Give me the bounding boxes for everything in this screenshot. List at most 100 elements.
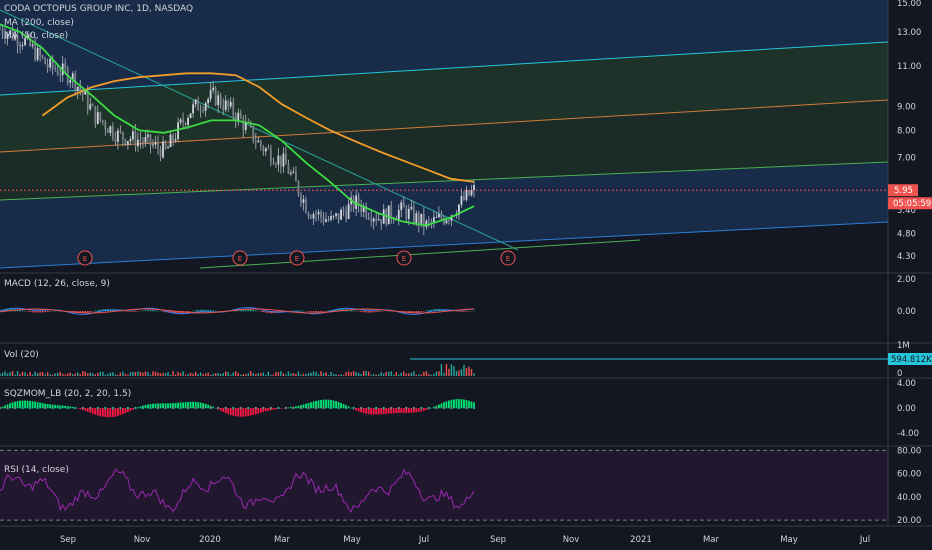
sqz-momentum-bar — [237, 408, 240, 417]
volume-bar — [225, 371, 227, 376]
sqz-momentum-bar — [287, 407, 290, 409]
volume-bar — [388, 371, 390, 376]
candle-body — [209, 90, 212, 99]
candle-body — [54, 67, 57, 70]
volume-bar — [59, 371, 61, 376]
sqz-momentum-bar — [372, 408, 375, 415]
volume-bar — [315, 371, 317, 376]
macd-histogram-bar — [407, 311, 410, 313]
sqz-momentum-bar — [410, 408, 413, 413]
volume-bar — [51, 374, 54, 376]
volume-bar — [1, 372, 4, 376]
sqz-momentum-bar — [422, 408, 425, 411]
candle-body — [69, 80, 72, 83]
sqz-momentum-bar — [232, 408, 235, 416]
candle-body — [16, 34, 19, 46]
candle-body — [159, 148, 162, 158]
sqz-momentum-bar — [312, 401, 315, 409]
candle-body — [116, 130, 119, 142]
volume-bar — [290, 373, 292, 376]
sqz-dot — [420, 406, 423, 410]
macd-histogram-bar — [172, 311, 174, 314]
sqz-momentum-bar — [34, 401, 37, 409]
volume-bar — [114, 374, 117, 376]
sqz-dot — [405, 406, 408, 410]
volume-bar — [285, 374, 287, 376]
volume-bar — [154, 371, 157, 376]
macd-histogram-bar — [322, 311, 325, 312]
macd-histogram-bar — [24, 310, 26, 312]
volume-badge — [888, 353, 932, 365]
sqz-dot — [442, 406, 446, 410]
volume-bar — [342, 374, 345, 376]
sqz-momentum-bar — [4, 405, 6, 409]
sqz-dot — [322, 406, 325, 410]
volume-bar — [465, 368, 468, 376]
earnings-marker-label: E — [83, 255, 87, 263]
volume-bar — [300, 374, 302, 376]
candle-body — [317, 211, 320, 215]
candle-body — [157, 142, 159, 149]
sqz-dot — [472, 406, 476, 410]
sqz-momentum-bar — [239, 408, 242, 417]
volume-bar — [257, 373, 260, 376]
macd-histogram-bar — [164, 311, 167, 313]
volume-bar — [307, 373, 310, 376]
vol-tick-label: 1M — [897, 341, 910, 351]
price-tick-label: 15.00 — [897, 0, 921, 9]
volume-bar — [428, 373, 430, 376]
sqz-momentum-bar — [448, 400, 450, 409]
volume-bar — [6, 373, 9, 376]
candle-body — [229, 101, 232, 107]
sqz-momentum-bar — [99, 408, 102, 417]
macd-histogram-bar — [129, 311, 132, 312]
volume-bar — [29, 371, 31, 376]
candle-body — [162, 141, 164, 158]
volume-bar — [119, 372, 122, 376]
macd-histogram-bar — [252, 309, 255, 312]
time-tick-label: 2021 — [630, 535, 652, 545]
candle-body — [91, 104, 94, 106]
candle-body — [259, 140, 262, 147]
sqz-momentum-bar — [387, 408, 390, 414]
sqz-momentum-bar — [106, 408, 109, 418]
candle-body — [465, 190, 468, 200]
candle-body — [345, 211, 347, 219]
candle-body — [46, 64, 49, 68]
sqz-momentum-bar — [202, 403, 205, 409]
candle-body — [430, 220, 433, 222]
volume-bar — [372, 374, 375, 376]
sqz-momentum-bar — [302, 404, 305, 409]
sqz-momentum-bar — [295, 406, 297, 409]
sqz-momentum-bar — [355, 408, 358, 411]
candle-body — [237, 112, 240, 122]
volume-bar — [39, 372, 41, 376]
macd-histogram-bar — [39, 311, 41, 313]
volume-bar — [177, 371, 179, 376]
volume-bar — [134, 372, 137, 376]
volume-bar — [31, 374, 34, 376]
volume-bar — [172, 371, 174, 376]
sqz-momentum-bar — [49, 404, 52, 409]
volume-bar — [97, 372, 99, 376]
macd-histogram-bar — [127, 311, 129, 312]
volume-bar — [302, 373, 305, 376]
macd-tick-label: 2.00 — [897, 275, 916, 285]
rsi-tick-label: 20.00 — [897, 516, 921, 526]
volume-bar — [214, 373, 217, 376]
sqz-momentum-bar — [199, 402, 202, 409]
macd-histogram-bar — [413, 311, 415, 313]
candle-body — [184, 122, 187, 126]
macd-histogram-bar — [9, 308, 11, 312]
sqz-momentum-bar — [305, 403, 307, 409]
sqz-dot — [104, 406, 107, 410]
volume-bar — [230, 374, 232, 376]
sqz-momentum-bar — [315, 400, 317, 409]
earnings-marker — [500, 250, 516, 266]
macd-histogram-bar — [34, 311, 36, 313]
macd-histogram-bar — [4, 309, 6, 312]
macd-histogram-bar — [340, 308, 342, 312]
sqz-momentum-bar — [207, 404, 210, 409]
time-tick-label: Sep — [490, 535, 506, 545]
